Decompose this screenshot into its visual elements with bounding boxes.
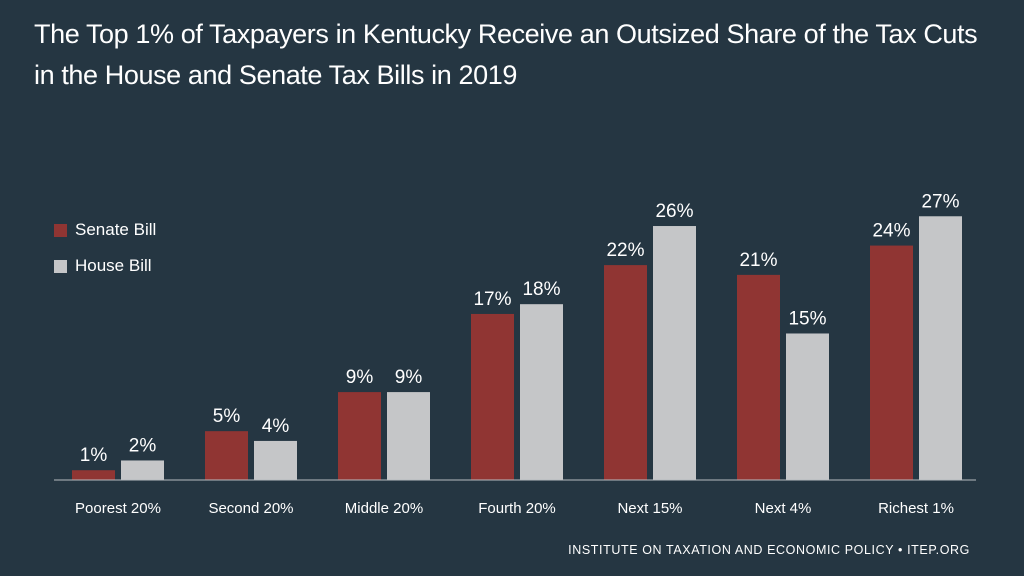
data-label-house-middle-20: 9% [395, 367, 423, 388]
bar-senate-richest-1 [870, 245, 913, 480]
x-tick-label-middle-20: Middle 20% [345, 500, 423, 517]
data-label-house-richest-1: 27% [921, 191, 959, 212]
bar-house-richest-1 [919, 216, 962, 480]
bar-senate-fourth-20 [471, 313, 514, 480]
legend-label-senate: Senate Bill [75, 220, 157, 239]
bar-senate-next-15 [604, 265, 647, 480]
data-label-house-fourth-20: 18% [522, 279, 560, 300]
data-label-senate-richest-1: 24% [872, 221, 910, 242]
bar-house-second-20 [254, 440, 297, 480]
data-label-senate-poorest-20: 1% [80, 445, 108, 466]
data-label-house-second-20: 4% [262, 416, 290, 437]
data-label-senate-middle-20: 9% [346, 367, 374, 388]
chart-title-line-1: The Top 1% of Taxpayers in Kentucky Rece… [34, 19, 978, 49]
bar-senate-middle-20 [338, 392, 381, 480]
data-label-senate-second-20: 5% [213, 406, 241, 427]
bar-house-next-15 [653, 226, 696, 480]
data-label-senate-next-4: 21% [739, 250, 777, 271]
legend-swatch-house [54, 259, 67, 273]
data-label-house-poorest-20: 2% [129, 435, 157, 456]
x-tick-label-poorest-20: Poorest 20% [75, 500, 161, 517]
footer-credit: INSTITUTE ON TAXATION AND ECONOMIC POLIC… [568, 543, 970, 557]
x-tick-label-next-15: Next 15% [617, 500, 682, 517]
legend-item-senate: Senate Bill [54, 212, 156, 248]
bar-senate-second-20 [205, 431, 248, 480]
data-label-senate-fourth-20: 17% [473, 289, 511, 310]
bar-senate-next-4 [737, 274, 780, 480]
data-label-senate-next-15: 22% [606, 240, 644, 261]
bar-house-poorest-20 [121, 460, 164, 480]
x-tick-label-next-4: Next 4% [755, 500, 812, 517]
legend: Senate Bill House Bill [54, 212, 156, 284]
chart-title-line-2: in the House and Senate Tax Bills in 201… [34, 60, 517, 90]
data-label-house-next-4: 15% [788, 308, 826, 329]
x-tick-label-second-20: Second 20% [208, 500, 293, 517]
x-tick-label-richest-1: Richest 1% [878, 500, 954, 517]
bar-house-next-4 [786, 333, 829, 480]
bar-house-middle-20 [387, 392, 430, 480]
x-tick-label-fourth-20: Fourth 20% [478, 500, 556, 517]
legend-label-house: House Bill [75, 256, 152, 275]
bar-house-fourth-20 [520, 304, 563, 480]
bar-senate-poorest-20 [72, 470, 115, 480]
data-label-house-next-15: 26% [655, 201, 693, 222]
legend-swatch-senate [54, 223, 67, 237]
legend-item-house: House Bill [54, 248, 156, 284]
chart-title: The Top 1% of Taxpayers in Kentucky Rece… [34, 14, 994, 96]
